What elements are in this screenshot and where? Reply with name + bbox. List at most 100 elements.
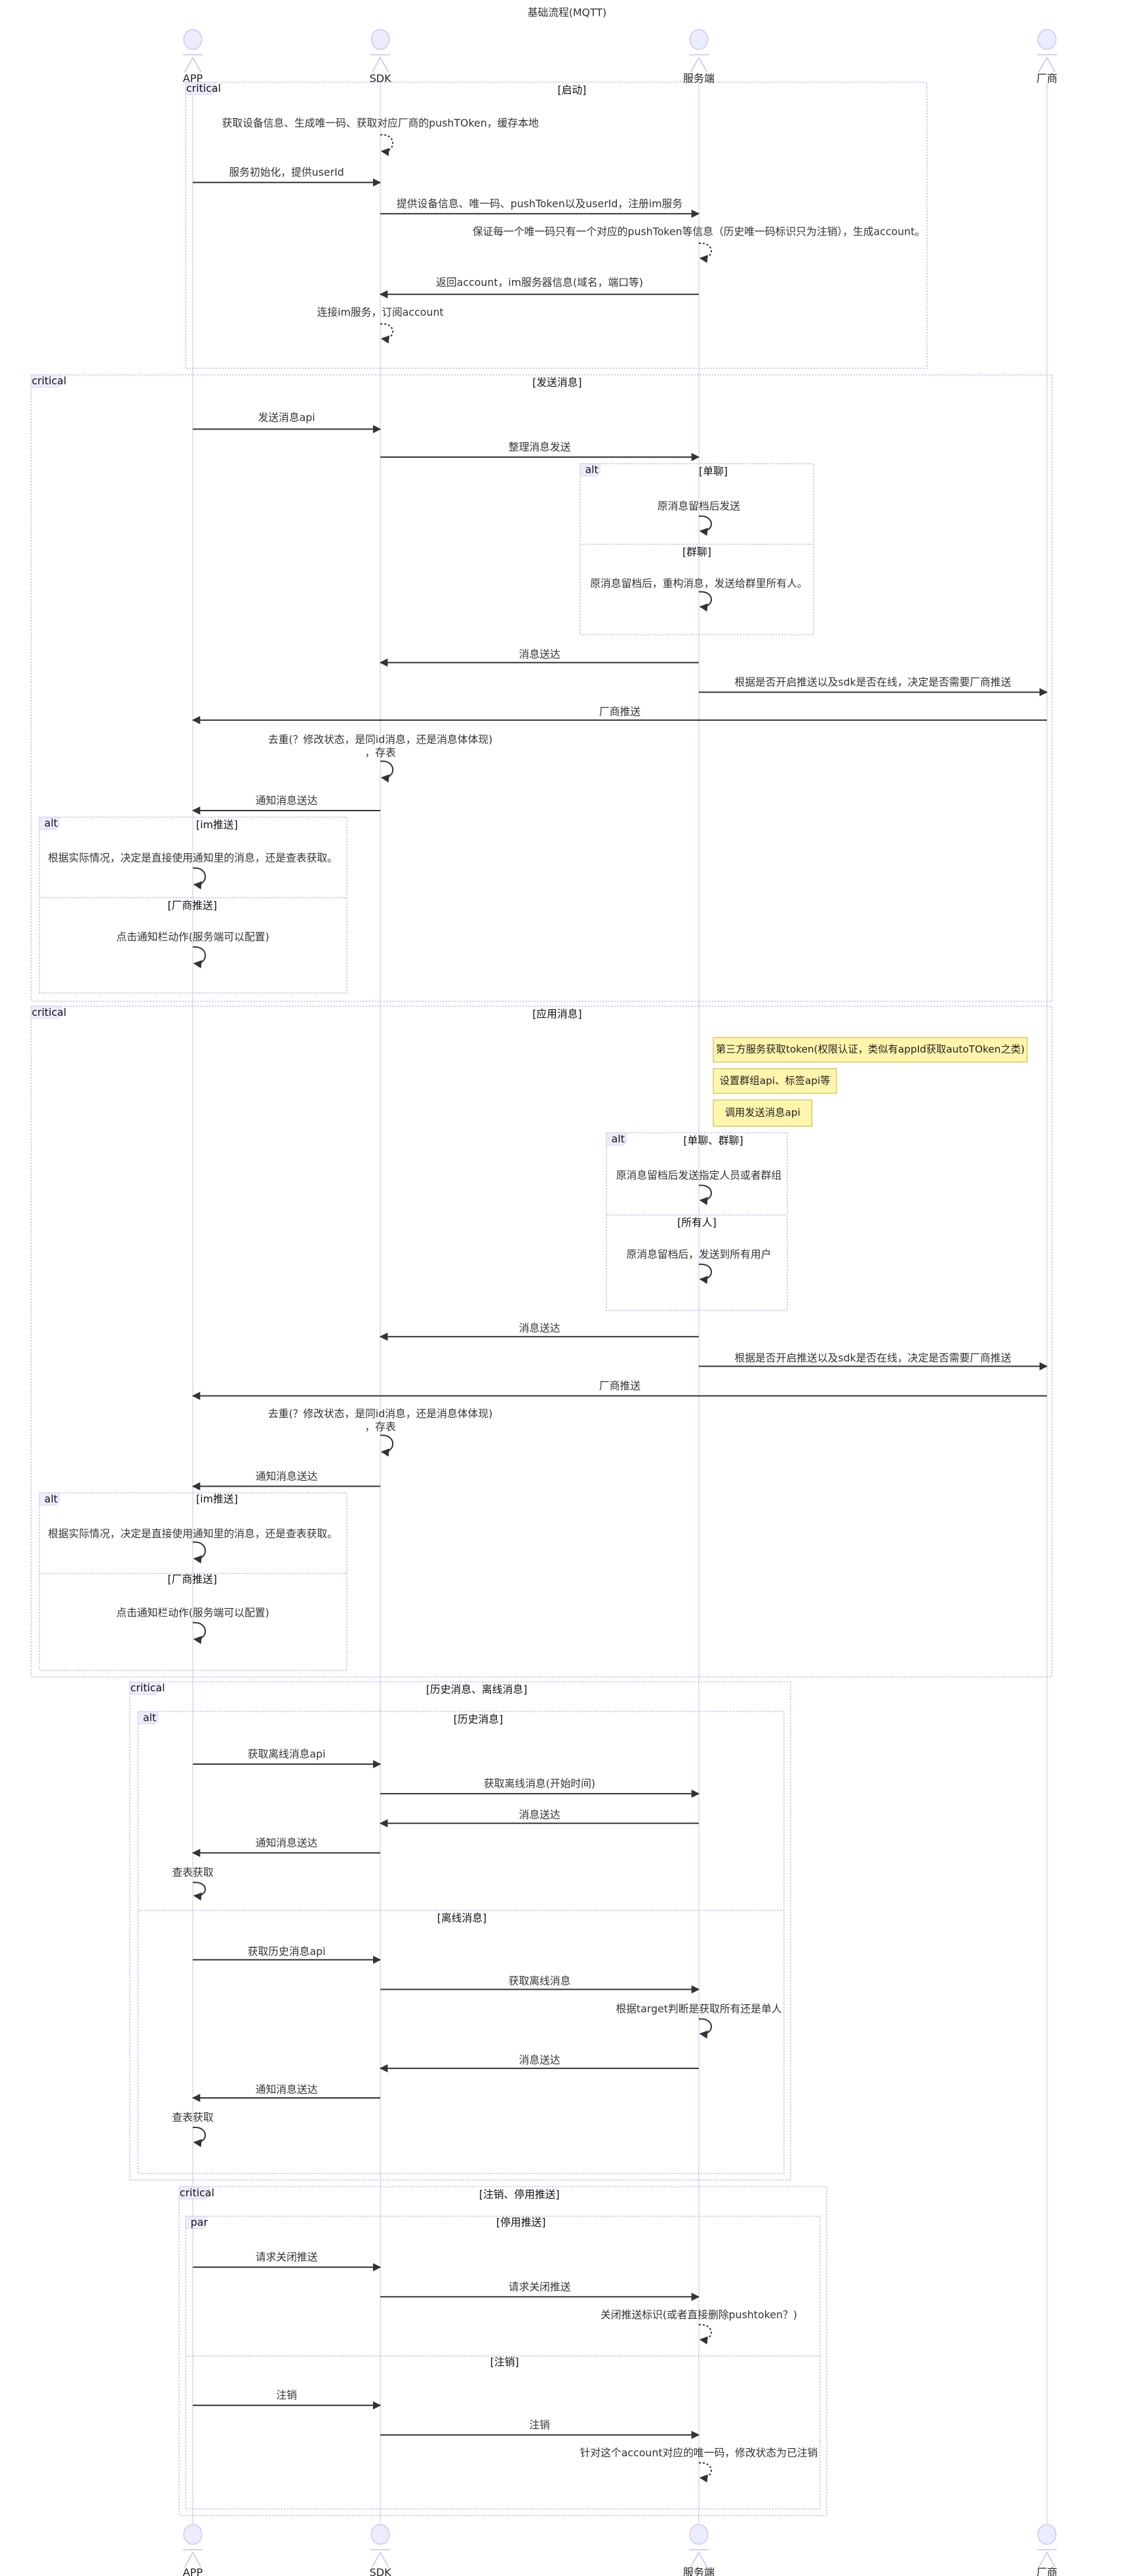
message: 获取离线消息(开始时间) <box>380 1777 700 1798</box>
actor-figure: SDK <box>370 2524 392 2576</box>
message-label: 获取设备信息、生成唯一码、获取对应厂商的pushTOken，缓存本地 <box>222 117 539 129</box>
frame-condition: [im推送] <box>196 1493 238 1505</box>
frame-condition: [单聊、群聊] <box>683 1134 743 1146</box>
message-label-line: 通知消息送达 <box>256 1836 318 1849</box>
message-label-line: 获取离线消息 <box>509 1974 571 1986</box>
message-label: 请求关闭推送 <box>256 2251 318 2263</box>
message-label: 关闭推送标识(或者直接删除pushtoken？) <box>601 2308 797 2320</box>
self-message-arrow <box>698 2324 712 2345</box>
self-message-arrow <box>698 243 712 264</box>
message: 整理消息发送 <box>380 440 700 462</box>
message-label: 服务初始化，提供userId <box>229 166 344 178</box>
self-message-arrow <box>698 2018 712 2039</box>
message-label-line: 根据实际情况，决定是直接使用通知里的消息，还是查表获取。 <box>48 851 338 864</box>
message-label-line: 注销 <box>529 2418 550 2430</box>
frame-kind-label: critical <box>31 1006 66 1018</box>
actor-head-icon <box>689 29 709 50</box>
message-label: 返回account，im服务器信息(域名，端口等) <box>436 276 643 289</box>
frame-critical: critical [发送消息] <box>30 374 1053 1002</box>
message-label: 根据target判断是获取所有还是单人 <box>616 2002 781 2015</box>
frame-border <box>39 816 347 994</box>
note: 第三方服务获取token(权限认证，类似有appId获取autoTOken之类) <box>713 1037 1028 1063</box>
frame-border <box>129 1681 791 2181</box>
actor-head-icon <box>183 2524 203 2545</box>
message: 原消息留档后，重构消息，发送给群里所有人。 <box>590 576 808 612</box>
message: 点击通知栏动作(服务端可以配置) <box>116 1606 269 1644</box>
frame-par: par [停用推送] [注销] <box>185 2215 821 2510</box>
self-message-arrow <box>192 867 206 890</box>
message-label-line: 请求关闭推送 <box>256 2251 318 2263</box>
frame-condition: [历史消息、离线消息] <box>426 1683 527 1696</box>
frame-tag <box>31 374 62 388</box>
participant-label: SDK <box>370 72 392 85</box>
message-label-line: 请求关闭推送 <box>509 2280 571 2293</box>
message-label: 根据是否开启推送以及sdk是否在线，决定是否需要厂商推送 <box>734 675 1011 688</box>
message: 通知消息送达 <box>191 1836 381 1857</box>
message-label-line: 根据实际情况，决定是直接使用通知里的消息，还是查表获取。 <box>48 1527 338 1540</box>
message-label-line: 厂商推送 <box>599 1379 641 1392</box>
message-label: 获取历史消息api <box>248 1944 326 1957</box>
note-text: 设置群组api、标签api等 <box>720 1075 831 1087</box>
participant-label: 厂商 <box>1036 2566 1057 2576</box>
message: 根据是否开启推送以及sdk是否在线，决定是否需要厂商推送 <box>698 675 1048 696</box>
self-message-arrow <box>192 1622 206 1644</box>
actor-head-icon <box>1037 2524 1057 2545</box>
message: 服务初始化，提供userId <box>193 166 382 187</box>
message: 去重(？修改状态，是同id消息，还是消息体体现)，存表 <box>268 733 492 783</box>
actor-head-icon <box>183 29 203 50</box>
actor-figure: SDK <box>370 29 392 85</box>
frame-kind-label: alt <box>143 1711 156 1723</box>
self-message-arrow <box>192 946 206 969</box>
self-message-arrow <box>698 515 712 536</box>
actor-figure: APP <box>183 29 203 85</box>
diagram-title: 基础流程(MQTT) <box>528 7 606 19</box>
message-label-line: 通知消息送达 <box>256 2083 318 2095</box>
message: 获取离线消息api <box>193 1747 382 1769</box>
message: 去重(？修改状态，是同id消息，还是消息体体现)，存表 <box>268 1407 492 1457</box>
frame-condition: [厂商推送] <box>168 899 217 912</box>
message: 请求关闭推送 <box>193 2251 382 2272</box>
participant-label: 厂商 <box>1036 72 1057 85</box>
frame-condition: [发送消息] <box>532 376 582 389</box>
message-label-line: ，存表 <box>365 1420 396 1433</box>
actor-legs <box>1038 56 1056 73</box>
message-label: 根据是否开启推送以及sdk是否在线，决定是否需要厂商推送 <box>734 1351 1011 1363</box>
message: 保证每一个唯一码只有一个对应的pushToken等信息（历史唯一码标识只为注销）… <box>473 225 925 264</box>
message-label: 消息送达 <box>519 1808 560 1821</box>
frame-condition: [停用推送] <box>496 2216 545 2228</box>
message: 原消息留档后发送 <box>658 500 740 536</box>
frame-kind-label: critical <box>31 374 66 387</box>
frame-condition: [所有人] <box>677 1217 717 1229</box>
message-label: 通知消息送达 <box>256 2083 318 2095</box>
message-label-line: 消息送达 <box>519 1808 560 1821</box>
frame-kind-label: alt <box>45 817 58 830</box>
message: 注销 <box>193 2388 382 2410</box>
message-label-line: 返回account，im服务器信息(域名，端口等) <box>436 276 643 289</box>
participant-label: SDK <box>370 2566 392 2576</box>
message-label-line: 关闭推送标识(或者直接删除pushtoken？) <box>601 2308 797 2320</box>
message: 消息送达 <box>379 1808 699 1828</box>
frame-border <box>606 1132 788 1311</box>
actor-legs <box>1038 2551 1056 2568</box>
frame-condition: [离线消息] <box>437 1912 486 1924</box>
frame-tag <box>185 2215 206 2229</box>
message: 连接im服务，订阅account <box>317 306 444 344</box>
actor-legs <box>371 2551 389 2568</box>
frame-kind-label: par <box>191 2216 208 2228</box>
actor-figure: 厂商 <box>1036 2524 1057 2576</box>
message-label: 请求关闭推送 <box>509 2280 571 2293</box>
message: 返回account，im服务器信息(域名，端口等) <box>379 276 699 299</box>
frame-condition: [注销、停用推送] <box>479 2188 560 2200</box>
note: 设置群组api、标签api等 <box>713 1068 837 1094</box>
self-message-arrow <box>380 323 394 344</box>
message: 原消息留档后，发送到所有用户 <box>626 1247 771 1284</box>
self-message-arrow <box>698 1263 712 1284</box>
lifelines <box>192 82 1048 2524</box>
self-message-arrow <box>192 2127 206 2148</box>
frame-condition: [群聊] <box>682 546 711 558</box>
frame-tag <box>39 816 60 830</box>
self-message-arrow <box>698 2462 712 2483</box>
frame-border <box>178 2186 827 2516</box>
messages: 获取设备信息、生成唯一码、获取对应厂商的pushTOken，缓存本地服务初始化，… <box>48 117 1048 2483</box>
